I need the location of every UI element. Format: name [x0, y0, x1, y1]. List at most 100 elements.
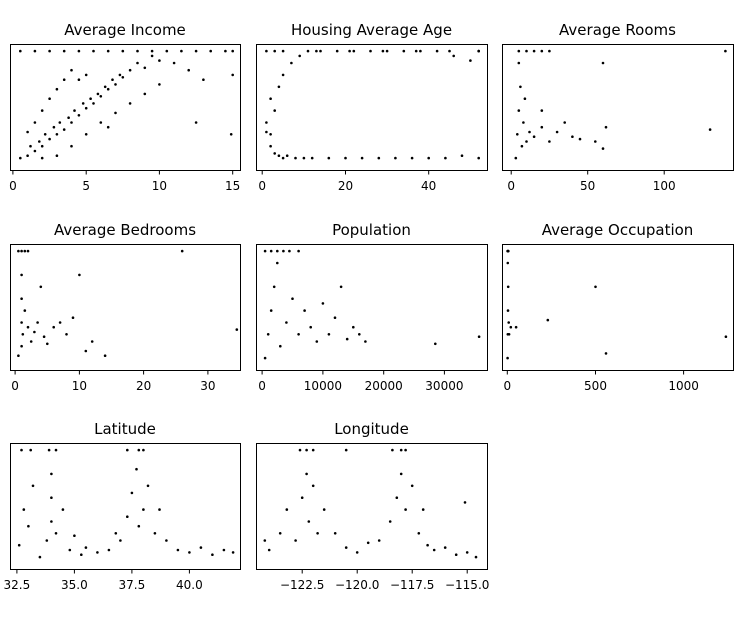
data-point	[187, 68, 190, 72]
data-point	[594, 140, 597, 143]
capped-data-point	[391, 448, 394, 452]
data-point	[265, 121, 268, 124]
data-point	[21, 333, 25, 336]
data-point	[344, 156, 347, 160]
data-point	[266, 333, 270, 336]
data-point	[118, 73, 122, 77]
plot-area	[256, 244, 488, 371]
data-point	[321, 302, 325, 305]
data-point	[188, 551, 191, 554]
subplot-title: Average Income	[64, 21, 186, 39]
data-point	[96, 92, 100, 96]
data-point	[555, 130, 559, 134]
data-point	[269, 133, 272, 136]
x-tick-label: 20	[338, 179, 353, 193]
subplot-5: Population 0 10000 20000 30000	[256, 221, 488, 393]
data-point	[548, 140, 551, 143]
data-point	[298, 54, 302, 58]
data-point	[327, 156, 331, 160]
x-tick-label: 1000	[668, 379, 699, 393]
data-point	[172, 61, 176, 65]
data-point	[285, 321, 288, 324]
data-point	[263, 539, 267, 542]
data-point	[460, 154, 464, 157]
data-point	[90, 340, 94, 343]
plot-area	[10, 44, 241, 171]
x-tick-label: 20000	[365, 379, 403, 393]
data-point	[99, 121, 103, 124]
x-tick-label: 0	[507, 179, 515, 193]
data-point	[517, 61, 521, 65]
data-point	[38, 555, 42, 559]
data-point	[507, 321, 511, 324]
data-point	[26, 154, 29, 157]
data-point	[322, 508, 326, 511]
data-point	[29, 340, 33, 343]
capped-data-point	[20, 249, 23, 253]
data-point	[114, 111, 117, 115]
scatter-points	[506, 249, 728, 360]
x-tick-label: −117.5	[390, 578, 434, 592]
data-point	[92, 102, 95, 105]
x-tick-label: 35.0	[61, 578, 88, 592]
data-point	[421, 508, 425, 511]
data-point	[107, 548, 111, 552]
data-point	[335, 49, 339, 53]
data-point	[426, 543, 429, 547]
data-point	[40, 109, 44, 112]
data-point	[143, 66, 147, 70]
capped-data-point	[414, 49, 418, 53]
x-tick-label: 10	[72, 379, 87, 393]
data-point	[62, 128, 66, 131]
data-point	[724, 49, 727, 53]
data-point	[17, 354, 20, 358]
data-point	[199, 546, 203, 549]
data-point	[269, 97, 272, 100]
capped-data-point	[540, 49, 544, 53]
data-point	[50, 520, 53, 523]
data-point	[194, 121, 198, 124]
plot-area	[10, 443, 241, 570]
data-point	[452, 54, 456, 58]
x-tick-label: 50	[580, 179, 595, 193]
data-point	[55, 87, 59, 91]
plot-area	[502, 44, 734, 171]
scatter-points	[514, 49, 727, 160]
data-point	[158, 83, 161, 86]
data-point	[507, 333, 511, 336]
subplot-6: Average Occupation 0 500 1000	[502, 221, 734, 393]
subplot-title: Average Bedrooms	[54, 221, 196, 239]
data-point	[84, 349, 88, 353]
data-point	[40, 156, 44, 160]
data-point	[604, 125, 608, 129]
data-point	[327, 333, 331, 336]
capped-data-point	[194, 49, 198, 53]
x-tick-label: −120.0	[335, 578, 379, 592]
data-point	[514, 156, 518, 160]
data-point	[29, 144, 32, 148]
capped-data-point	[29, 448, 32, 452]
data-point	[540, 125, 544, 129]
capped-data-point	[106, 49, 110, 53]
data-point	[45, 539, 49, 542]
capped-data-point	[448, 49, 451, 53]
x-tick-label: −122.5	[280, 578, 324, 592]
data-point	[114, 83, 117, 86]
x-tick-label: 37.5	[119, 578, 146, 592]
data-point	[142, 508, 145, 511]
scatter-points	[19, 49, 234, 160]
capped-data-point	[136, 49, 139, 53]
data-point	[54, 532, 58, 535]
data-point	[528, 130, 531, 134]
data-point	[158, 59, 161, 62]
data-point	[454, 553, 458, 556]
x-tick-label: 40	[421, 179, 436, 193]
capped-data-point	[477, 49, 481, 53]
data-point	[385, 49, 389, 53]
data-point	[222, 548, 226, 552]
data-point	[410, 484, 414, 488]
data-point	[316, 532, 319, 535]
data-point	[532, 135, 536, 138]
data-point	[67, 116, 70, 119]
x-tick-label: 100	[653, 179, 676, 193]
